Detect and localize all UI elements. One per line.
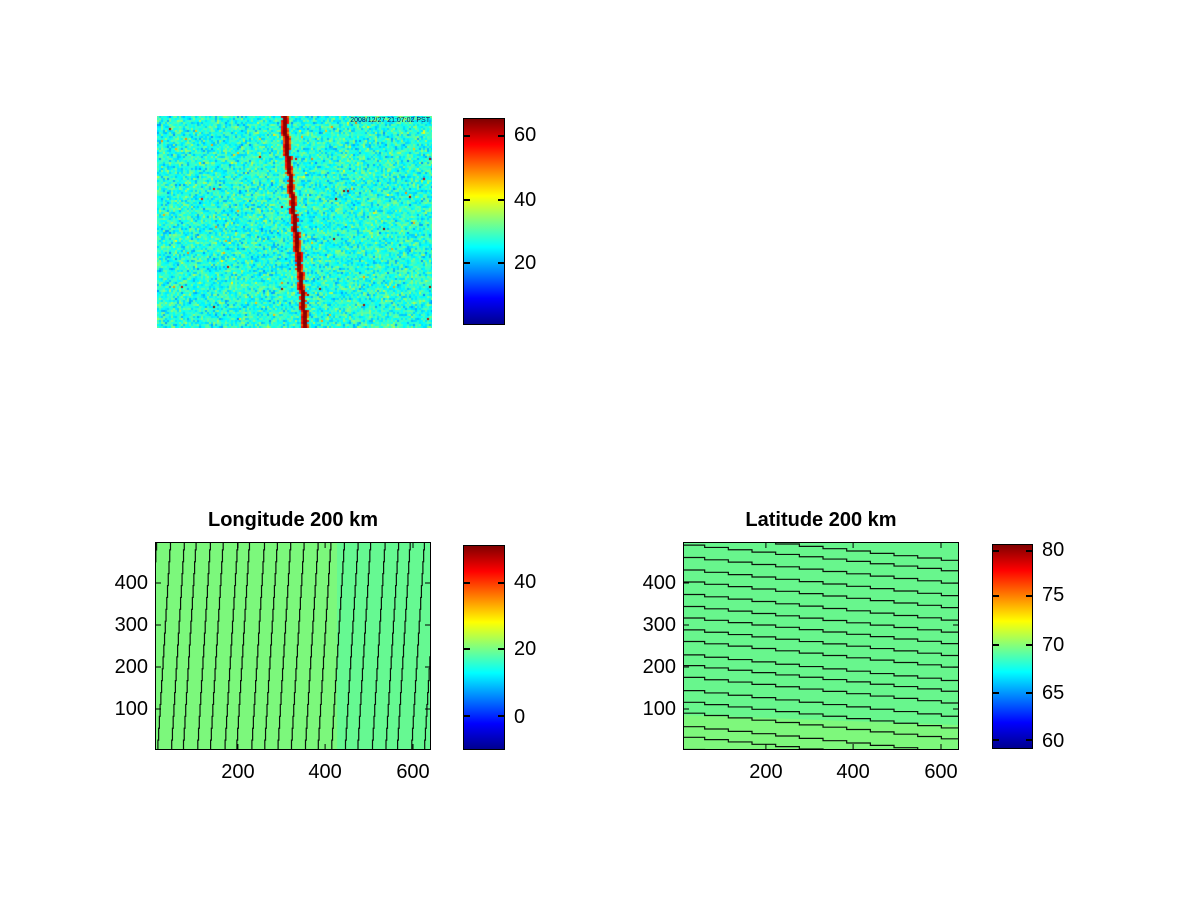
colorbar-latitude-label: 60 bbox=[1042, 730, 1065, 752]
colorbar-image-tick bbox=[464, 135, 470, 137]
sar-image-panel: 2008/12/27 21:07:02 PST bbox=[157, 116, 432, 328]
colorbar-image-tick bbox=[498, 135, 504, 137]
longitude-x-tick-label: 400 bbox=[308, 761, 342, 783]
colorbar-latitude-tick bbox=[1026, 739, 1032, 741]
colorbar-latitude-tick bbox=[993, 692, 999, 694]
latitude-x-tick-label: 400 bbox=[836, 761, 870, 783]
latitude-y-tick-label: 300 bbox=[642, 613, 676, 636]
longitude-y-tick-label: 100 bbox=[114, 698, 148, 721]
colorbar-longitude-label: 20 bbox=[514, 637, 537, 660]
latitude-x-tick-label: 200 bbox=[749, 761, 783, 783]
colorbar-latitude-label: 75 bbox=[1042, 584, 1065, 607]
colorbar-image-tick bbox=[498, 199, 504, 201]
latitude-contour-plot bbox=[683, 542, 959, 750]
colorbar-longitude-tick bbox=[464, 715, 470, 717]
colorbar-longitude-tick bbox=[498, 582, 504, 584]
colorbar-image-tick bbox=[464, 262, 470, 264]
colorbar-image-tick bbox=[464, 199, 470, 201]
latitude-plot-title: Latitude 200 km bbox=[745, 509, 897, 531]
longitude-y-tick-label: 200 bbox=[114, 656, 148, 678]
colorbar-longitude-tick bbox=[464, 648, 470, 650]
colorbar-latitude-tick bbox=[993, 644, 999, 646]
colorbar-longitude-tick bbox=[498, 648, 504, 650]
colorbar-longitude-label: 0 bbox=[514, 705, 526, 728]
latitude-y-tick-label: 400 bbox=[642, 571, 676, 594]
noisy-heatmap-image bbox=[157, 116, 432, 328]
colorbar-longitude-tick bbox=[498, 715, 504, 717]
latitude-x-tick-label: 600 bbox=[924, 761, 958, 783]
colorbar-latitude-label: 70 bbox=[1042, 634, 1065, 657]
colorbar-latitude-label: 80 bbox=[1042, 539, 1065, 562]
colorbar-image-label: 60 bbox=[514, 123, 537, 146]
colorbar-latitude-tick bbox=[1026, 644, 1032, 646]
colorbar-latitude-tick bbox=[993, 595, 999, 597]
latitude-contour-canvas bbox=[684, 543, 958, 749]
colorbar-longitude bbox=[463, 545, 505, 750]
colorbar-latitude bbox=[992, 544, 1033, 749]
longitude-contour-plot bbox=[155, 542, 431, 750]
longitude-plot-title: Longitude 200 km bbox=[207, 509, 379, 531]
colorbar-latitude-tick bbox=[1026, 595, 1032, 597]
colorbar-image-tick bbox=[498, 262, 504, 264]
longitude-y-tick-label: 300 bbox=[114, 613, 148, 636]
longitude-y-tick-label: 400 bbox=[114, 571, 148, 594]
longitude-x-tick-label: 600 bbox=[396, 761, 430, 783]
colorbar-latitude-tick bbox=[993, 739, 999, 741]
colorbar-latitude-tick bbox=[1026, 550, 1032, 552]
timestamp-overlay: 2008/12/27 21:07:02 PST bbox=[350, 117, 430, 124]
colorbar-image bbox=[463, 118, 505, 325]
colorbar-longitude-tick bbox=[464, 582, 470, 584]
colorbar-image-label: 20 bbox=[514, 251, 537, 274]
longitude-contour-canvas bbox=[156, 543, 430, 749]
colorbar-longitude-label: 40 bbox=[514, 570, 537, 593]
latitude-y-tick-label: 200 bbox=[642, 656, 676, 678]
colorbar-image-label: 40 bbox=[514, 188, 537, 211]
colorbar-latitude-tick bbox=[1026, 692, 1032, 694]
colorbar-latitude-label: 65 bbox=[1042, 682, 1065, 705]
latitude-y-tick-label: 100 bbox=[642, 698, 676, 721]
longitude-x-tick-label: 200 bbox=[221, 761, 255, 783]
colorbar-latitude-tick bbox=[993, 550, 999, 552]
